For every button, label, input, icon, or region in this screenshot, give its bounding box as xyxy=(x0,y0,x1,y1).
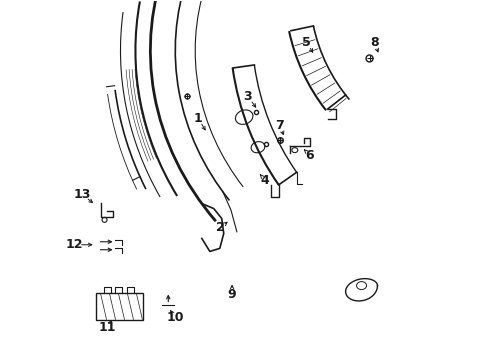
Text: 5: 5 xyxy=(302,36,310,49)
Text: 1: 1 xyxy=(193,112,202,125)
Text: 8: 8 xyxy=(369,36,378,49)
Text: 10: 10 xyxy=(166,311,183,324)
Text: 6: 6 xyxy=(305,149,313,162)
Text: 4: 4 xyxy=(260,174,269,186)
Text: 3: 3 xyxy=(243,90,252,103)
Text: 9: 9 xyxy=(227,288,236,301)
Bar xyxy=(95,293,143,320)
Text: 11: 11 xyxy=(99,321,116,334)
Text: 7: 7 xyxy=(275,119,284,132)
Text: 12: 12 xyxy=(66,238,83,251)
Text: 2: 2 xyxy=(215,221,224,234)
Text: 13: 13 xyxy=(74,188,91,202)
